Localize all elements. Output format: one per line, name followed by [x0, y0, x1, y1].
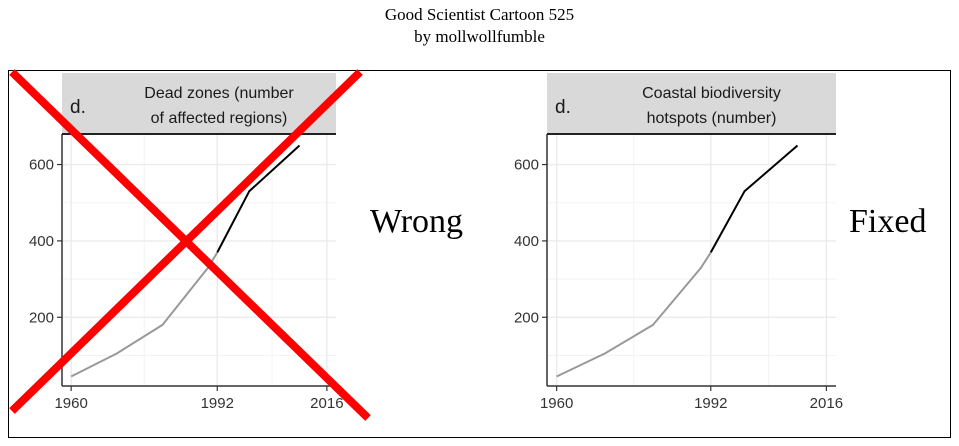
comparison-frame: [8, 70, 951, 438]
x-tick-label: 2016: [810, 395, 843, 412]
y-tick-label: 600: [514, 157, 539, 174]
series-line-early: [556, 251, 712, 378]
x-tick-label: 1992: [694, 395, 727, 412]
y-tick-label: 200: [29, 309, 54, 326]
chart-panel-1: 200 400 600 1960 1992 2016 d. Dead zones (numbe…: [9, 69, 371, 421]
series-line-late: [709, 144, 799, 253]
panel-title-line: of affected regions): [151, 110, 288, 127]
fixed-label: Fixed: [849, 203, 927, 240]
cross-out-stroke: [9, 69, 371, 421]
panel-title-line: Dead zones (number: [144, 85, 294, 102]
chart-panel-2: 200 400 600 1960 1992 2016 d. Coastal biodivers…: [514, 73, 843, 412]
panel-title-line: hotspots (number): [647, 110, 777, 127]
plot-area: [547, 134, 836, 386]
y-tick-label: 200: [514, 309, 539, 326]
wrong-label: Wrong: [370, 203, 464, 240]
panel-title-line: Coastal biodiversity: [642, 85, 781, 102]
panel-letter: d.: [70, 97, 86, 118]
x-tick-label: 1960: [54, 395, 87, 412]
cartoon-title: Good Scientist Cartoon 525: [384, 5, 575, 24]
cross-out-stroke: [9, 69, 363, 414]
cartoon-byline: by mollwollfumble: [414, 27, 545, 46]
panel-letter: d.: [555, 97, 571, 118]
x-tick-label: 2016: [310, 395, 343, 412]
y-tick-label: 400: [514, 233, 539, 250]
y-tick-label: 400: [29, 233, 54, 250]
cartoon-header: Good Scientist Cartoon 525 by mollwollfu…: [0, 4, 959, 48]
y-tick-label: 600: [29, 157, 54, 174]
series-line-late: [216, 144, 301, 253]
facet-strip: [547, 73, 836, 134]
facet-strip: [62, 73, 336, 134]
x-tick-label: 1992: [201, 395, 234, 412]
x-tick-label: 1960: [540, 395, 573, 412]
